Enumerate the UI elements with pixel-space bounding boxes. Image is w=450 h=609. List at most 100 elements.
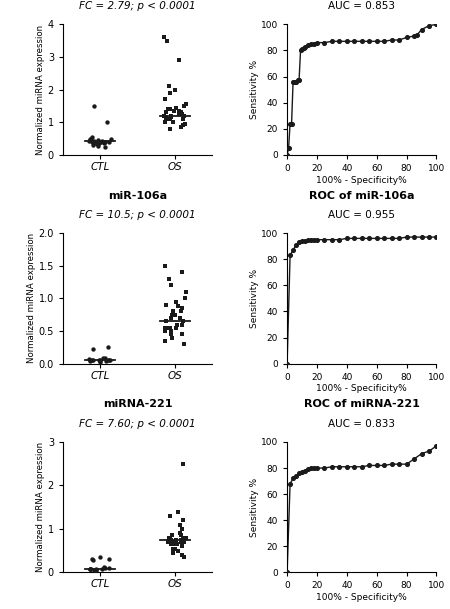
Point [180,537,188,547]
Point [166,88,173,98]
Point [176,313,184,323]
Point [182,287,189,297]
Point [396,233,403,243]
Point [178,550,185,560]
Point [100,562,108,572]
Point [171,310,178,320]
Point [181,294,189,303]
Point [168,310,176,320]
Point [107,134,114,144]
Point [167,540,175,549]
Point [95,135,102,145]
Point [104,356,112,365]
Point [162,326,169,336]
Point [92,565,99,575]
Point [101,142,108,152]
Point [96,355,103,365]
Point [95,138,102,148]
Point [328,37,336,46]
Point [328,462,336,471]
Point [410,232,418,242]
Point [165,533,172,543]
Point [418,449,425,459]
Y-axis label: Normalized miRNA expression: Normalized miRNA expression [27,233,36,364]
Point [107,355,114,365]
Point [99,565,106,574]
Point [177,122,184,132]
Point [403,232,410,242]
Point [182,99,189,109]
Point [178,524,185,534]
Point [292,77,300,86]
Point [313,463,320,473]
Point [100,354,107,364]
Point [173,323,180,333]
Point [166,114,174,124]
Point [161,32,168,42]
Point [176,313,184,323]
Point [167,111,175,121]
Point [313,38,320,48]
Point [321,463,328,473]
Point [166,511,173,521]
Point [381,37,388,46]
Point [174,301,181,311]
Point [180,111,187,121]
Point [86,354,93,364]
Point [366,460,373,470]
Point [179,114,186,124]
Point [173,297,180,306]
Point [174,320,181,329]
Point [296,76,303,85]
Point [285,144,292,153]
Point [336,37,343,46]
Point [292,471,300,481]
Point [418,232,425,242]
Point [95,356,102,365]
Point [313,235,320,245]
Point [307,235,315,245]
Point [87,564,94,574]
Point [418,25,425,35]
Point [396,459,403,469]
Y-axis label: Normalized miRNA expression: Normalized miRNA expression [36,24,45,155]
Point [86,356,93,366]
Point [425,232,432,242]
Point [302,466,309,476]
Point [86,136,93,146]
Point [358,233,365,243]
Point [177,537,184,547]
Point [105,138,112,147]
Point [180,101,188,111]
Point [100,139,108,149]
Point [182,119,189,128]
Point [88,355,95,365]
Text: AUC = 0.853: AUC = 0.853 [328,1,395,12]
Point [287,479,294,488]
Point [171,544,179,554]
Point [178,541,185,551]
Point [178,329,185,339]
Point [167,329,175,339]
Point [166,533,174,543]
X-axis label: 100% - Specificity%: 100% - Specificity% [316,593,407,602]
Point [373,233,380,243]
Point [167,535,174,544]
Point [433,441,440,451]
Point [302,41,309,51]
Point [98,137,105,147]
Point [167,124,174,133]
Point [343,462,351,471]
Point [162,316,169,326]
Point [284,150,291,160]
Point [351,462,358,471]
Point [162,108,170,118]
Point [321,38,328,48]
Point [403,459,410,469]
Point [89,555,96,565]
Point [166,274,173,284]
Point [162,94,169,104]
Point [166,104,174,114]
Point [179,320,186,329]
Point [388,35,395,45]
